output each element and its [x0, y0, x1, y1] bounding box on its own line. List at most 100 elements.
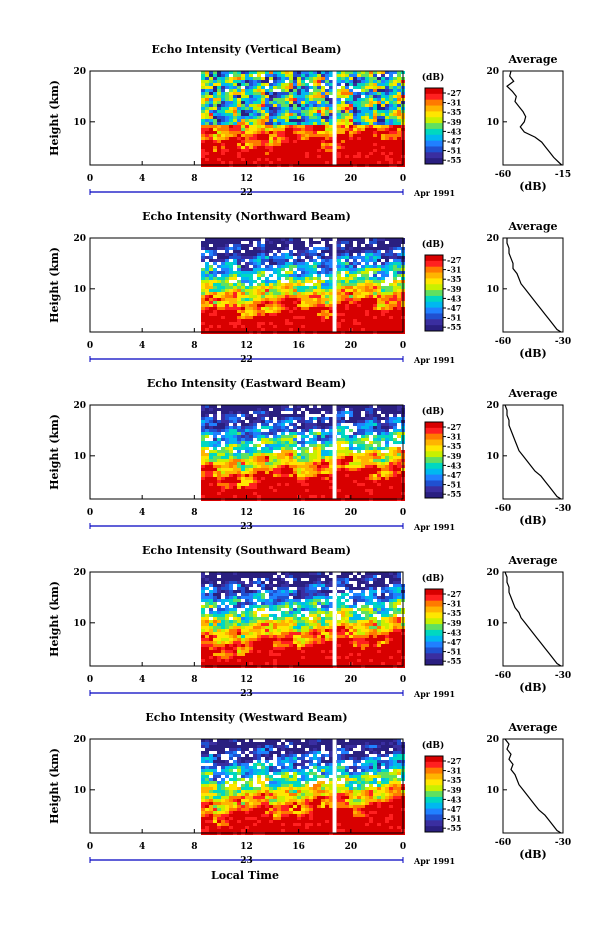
heatmap-cell: [261, 417, 265, 420]
heatmap-cell: [285, 158, 289, 161]
heatmap-cell: [341, 456, 345, 459]
heatmap-cell: [241, 98, 245, 101]
heatmap-cell: [309, 274, 313, 277]
heatmap-cell: [361, 477, 365, 480]
heatmap-cell: [357, 107, 361, 110]
heatmap-cell: [353, 480, 357, 483]
heatmap-cell: [373, 241, 377, 244]
heatmap-cell: [273, 110, 277, 113]
heatmap-cell: [345, 116, 349, 119]
heatmap-cell: [281, 241, 285, 244]
heatmap-cell: [313, 429, 317, 432]
heatmap-cell: [321, 477, 325, 480]
heatmap-cell: [245, 444, 249, 447]
heatmap-cell: [225, 134, 229, 137]
heatmap-cell: [353, 453, 357, 456]
heatmap-cell: [221, 253, 225, 256]
heatmap-cell: [393, 471, 397, 474]
heatmap-cell: [257, 462, 261, 465]
heatmap-cell: [237, 101, 241, 104]
heatmap-cell: [373, 77, 377, 80]
heatmap-cell: [257, 495, 261, 498]
heatmap-cell: [317, 420, 321, 423]
heatmap-cell: [357, 444, 361, 447]
heatmap-cell: [357, 313, 361, 316]
heatmap-cell: [349, 143, 353, 146]
heatmap-cell: [349, 480, 353, 483]
heatmap-cell: [349, 128, 353, 131]
heatmap-cell: [213, 417, 217, 420]
heatmap-cell: [297, 241, 301, 244]
heatmap-cell: [289, 483, 293, 486]
heatmap-cell: [293, 86, 297, 89]
heatmap-cell: [241, 319, 245, 322]
heatmap-cell: [381, 453, 385, 456]
heatmap-cell: [325, 247, 329, 250]
heatmap-cell: [213, 304, 217, 307]
heatmap-cell: [281, 423, 285, 426]
heatmap-cell: [321, 101, 325, 104]
heatmap-cell: [301, 101, 305, 104]
heatmap-cell: [241, 134, 245, 137]
heatmap-cell: [313, 471, 317, 474]
heatmap-cell: [369, 310, 373, 313]
heatmap-cell: [233, 241, 237, 244]
heatmap-cell: [237, 289, 241, 292]
heatmap-cell: [397, 134, 401, 137]
heatmap-cell: [317, 101, 321, 104]
heatmap-cell: [321, 316, 325, 319]
colorbar-swatch: [425, 266, 443, 274]
heatmap-cell: [205, 250, 209, 253]
heatmap-cell: [309, 480, 313, 483]
heatmap-cell: [269, 131, 273, 134]
heatmap-cell: [213, 471, 217, 474]
heatmap-cell: [225, 238, 229, 241]
heatmap-cell: [257, 149, 261, 152]
heatmap-cell: [225, 408, 229, 411]
heatmap-cell: [201, 483, 205, 486]
heatmap-cell: [357, 468, 361, 471]
heatmap-cell: [261, 322, 265, 325]
heatmap-cell: [381, 283, 385, 286]
heatmap-cell: [265, 462, 269, 465]
heatmap-cell: [385, 280, 389, 283]
heatmap-cell: [381, 405, 385, 408]
heatmap-cell: [229, 295, 233, 298]
heatmap-cell: [309, 492, 313, 495]
heatmap-cell: [261, 158, 265, 161]
heatmap-cell: [301, 435, 305, 438]
heatmap-cell: [277, 471, 281, 474]
heatmap-cell: [321, 313, 325, 316]
heatmap-cell: [285, 101, 289, 104]
heatmap-cell: [301, 116, 305, 119]
average-frame: [502, 70, 564, 166]
heatmap-cell: [209, 477, 213, 480]
heatmap-cell: [357, 238, 361, 241]
heatmap-cell: [233, 307, 237, 310]
heatmap-cell: [297, 435, 301, 438]
heatmap-cell: [321, 110, 325, 113]
heatmap-cell: [393, 161, 397, 164]
heatmap-cell: [321, 423, 325, 426]
heatmap-cell: [273, 423, 277, 426]
heatmap-cell: [289, 277, 293, 280]
heatmap-cell: [205, 265, 209, 268]
heatmap-cell: [373, 465, 377, 468]
heatmap-cell: [329, 241, 333, 244]
heatmap-cell: [369, 122, 373, 125]
heatmap-cell: [225, 495, 229, 498]
heatmap-cell: [229, 325, 233, 328]
heatmap-cell: [261, 328, 265, 331]
heatmap-cell: [321, 289, 325, 292]
heatmap-cell: [341, 441, 345, 444]
heatmap-cell: [257, 441, 261, 444]
heatmap-cell: [369, 98, 373, 101]
heatmap-cell: [313, 134, 317, 137]
heatmap-cell: [213, 125, 217, 128]
heatmap-cell: [281, 152, 285, 155]
heatmap-cell: [345, 158, 349, 161]
heatmap-cell: [225, 426, 229, 429]
heatmap-cell: [285, 495, 289, 498]
heatmap-cell: [357, 244, 361, 247]
heatmap-cell: [277, 80, 281, 83]
